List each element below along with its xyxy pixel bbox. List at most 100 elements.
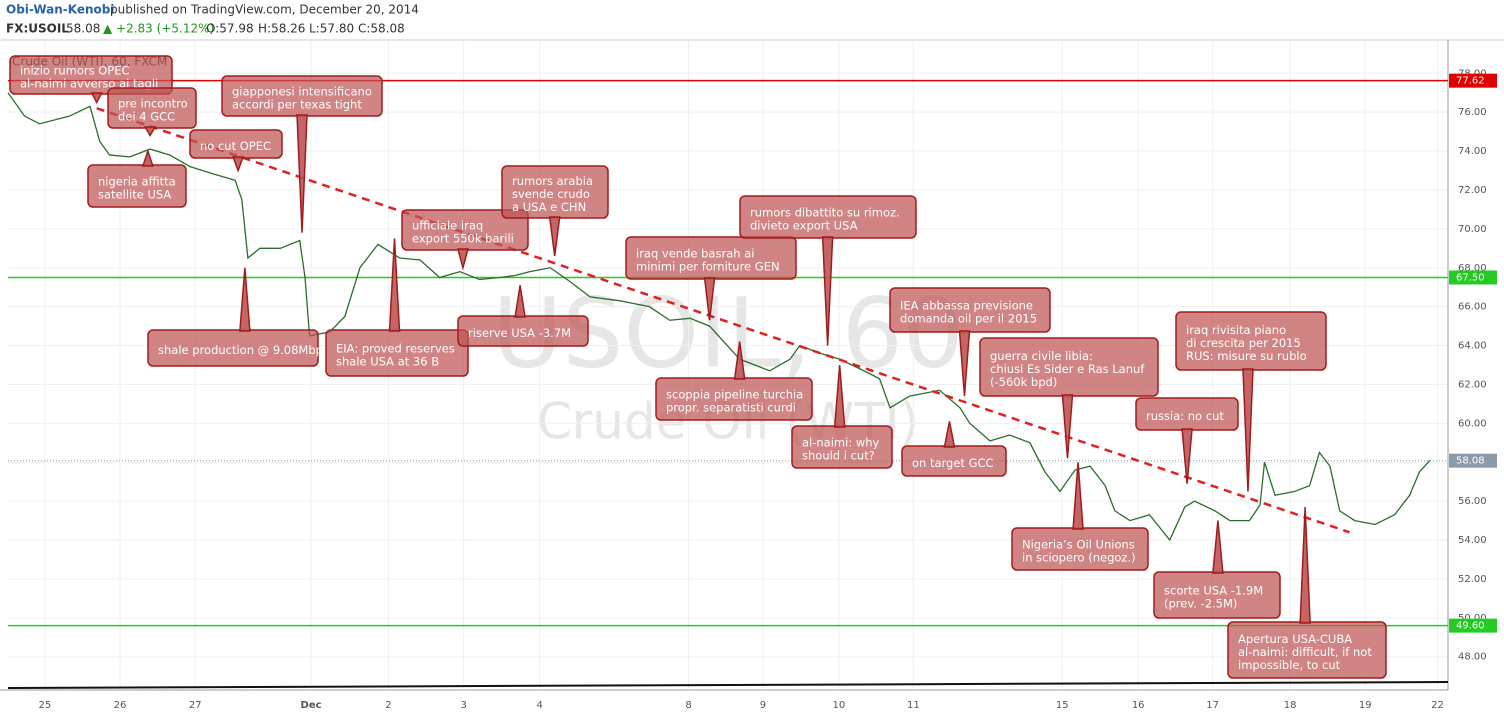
trendline	[96, 107, 1350, 534]
low: L:57.80	[309, 22, 354, 36]
annotation-text: EIA: proved reserves	[336, 342, 455, 356]
last-price-tag	[1449, 453, 1497, 468]
baseline	[7, 681, 1449, 689]
annotation-pointer	[239, 267, 251, 332]
annotation-pointer	[1181, 428, 1193, 484]
x-tick-label: 25	[38, 700, 51, 711]
x-tick-label: 8	[685, 700, 691, 711]
last: 58.08	[66, 22, 100, 36]
level-label: 49.60	[1456, 621, 1485, 632]
x-tick-label: 11	[907, 700, 920, 711]
y-tick-label: 54.00	[1458, 535, 1487, 546]
y-tick-label: 50.00	[1458, 613, 1487, 624]
level-tag	[1449, 270, 1497, 285]
x-tick-label: Dec	[301, 700, 322, 711]
y-tick-label: 64.00	[1458, 341, 1487, 352]
annotation: shale production @ 9.08Mbpd	[147, 267, 330, 367]
published: published on TradingView.com, December 2…	[110, 3, 419, 17]
annotation-text: al-naimi: why	[802, 436, 880, 450]
y-tick-label: 52.00	[1458, 574, 1487, 585]
x-tick-label: 27	[189, 700, 202, 711]
annotation-pointer	[388, 238, 401, 332]
x-tick-label: 22	[1431, 700, 1444, 711]
symbol: FX:USOIL	[6, 22, 69, 36]
annotation-text: rumors dibattito su rimoz.	[750, 206, 900, 220]
y-tick-label: 48.00	[1458, 652, 1487, 663]
annotation: scorte USA -1.9M(prev. -2.5M)	[1153, 520, 1281, 619]
annotation-text: should i cut?	[802, 449, 875, 463]
high: H:58.26	[258, 22, 305, 36]
annotation-text: giapponesi intensificano	[232, 85, 372, 99]
x-tick-label: 16	[1132, 700, 1145, 711]
annotation-pointer	[456, 248, 469, 271]
annotation-text: shale USA at 36 B	[336, 355, 439, 369]
last-price-label: 58.08	[1456, 456, 1485, 467]
annotation-text: satellite USA	[98, 188, 171, 202]
annotation-text: iraq rivisita piano	[1186, 323, 1286, 337]
x-tick-label: 4	[536, 700, 542, 711]
annotation: guerra civile libia:chiusi Es Sider e Ra…	[979, 337, 1159, 459]
annotation-text: iraq vende basrah ai	[636, 247, 754, 261]
y-tick-label: 66.00	[1458, 302, 1487, 313]
annotation-text: ufficiale iraq	[412, 219, 483, 233]
annotation: riserve USA -3.7M	[457, 285, 589, 347]
annotation-pointer	[1212, 520, 1224, 574]
annotation-text: domanda oil per il 2015	[900, 312, 1037, 326]
annotation-pointer	[1061, 394, 1074, 459]
annotation-text: guerra civile libia:	[990, 349, 1093, 363]
x-tick-label: 19	[1359, 700, 1372, 711]
annotation-pointer	[1242, 368, 1254, 492]
y-tick-label: 70.00	[1458, 224, 1487, 235]
annotation-box	[9, 55, 173, 95]
y-tick-label: 56.00	[1458, 496, 1487, 507]
annotation-text: svende crudo	[512, 187, 590, 201]
annotation-text: no cut OPEC	[200, 139, 271, 153]
annotation: no cut OPEC	[189, 129, 283, 173]
x-tick-label: 15	[1056, 700, 1069, 711]
annotation-text: impossible, to cut	[1238, 658, 1341, 672]
annotation-box	[655, 377, 813, 421]
level-label: 67.50	[1456, 272, 1485, 283]
author[interactable]: Obi-Wan-Kenobi	[6, 3, 115, 17]
annotation-pointer	[296, 114, 308, 233]
annotation-text: pre incontro	[118, 97, 188, 111]
annotation-text: export 550k barili	[412, 232, 514, 246]
annotation-text: di crescita per 2015	[1186, 336, 1301, 350]
y-tick-label: 68.00	[1458, 263, 1487, 274]
annotation-pointer	[1072, 462, 1084, 530]
annotation-text: inizio rumors OPEC	[20, 64, 130, 78]
close: C:58.08	[358, 22, 405, 36]
x-tick-label: 10	[833, 700, 846, 711]
annotation-pointer	[958, 330, 971, 397]
annotation-text: riserve USA -3.7M	[468, 326, 571, 340]
annotation-text: shale production @ 9.08Mbpd	[158, 343, 330, 357]
annotation-text: dei 4 GCC	[118, 110, 175, 124]
open: O:57.98	[206, 22, 254, 36]
annotation-pointer	[514, 285, 526, 318]
annotation-pointer	[833, 364, 846, 428]
annotation-text: nigeria affitta	[98, 175, 176, 189]
level-tag	[1449, 73, 1497, 88]
annotation-text: RUS: misure su rublo	[1186, 349, 1307, 363]
annotation-text: al-naimi avverso ai tagli	[20, 77, 158, 91]
annotation-text: al-naimi: difficult, if not	[1238, 645, 1372, 659]
annotation-text: propr. separatisti curdi	[666, 401, 796, 415]
y-tick-label: 76.00	[1458, 107, 1487, 118]
annotation-text: a USA e CHN	[512, 200, 586, 214]
annotation-text: Nigeria’s Oil Unions	[1022, 538, 1135, 552]
annotation-pointer	[143, 126, 157, 137]
x-tick-label: 17	[1206, 700, 1219, 711]
annotation-pointer	[232, 156, 245, 173]
x-tick-label: 2	[385, 700, 391, 711]
annotation-text: Apertura USA-CUBA	[1238, 632, 1352, 646]
